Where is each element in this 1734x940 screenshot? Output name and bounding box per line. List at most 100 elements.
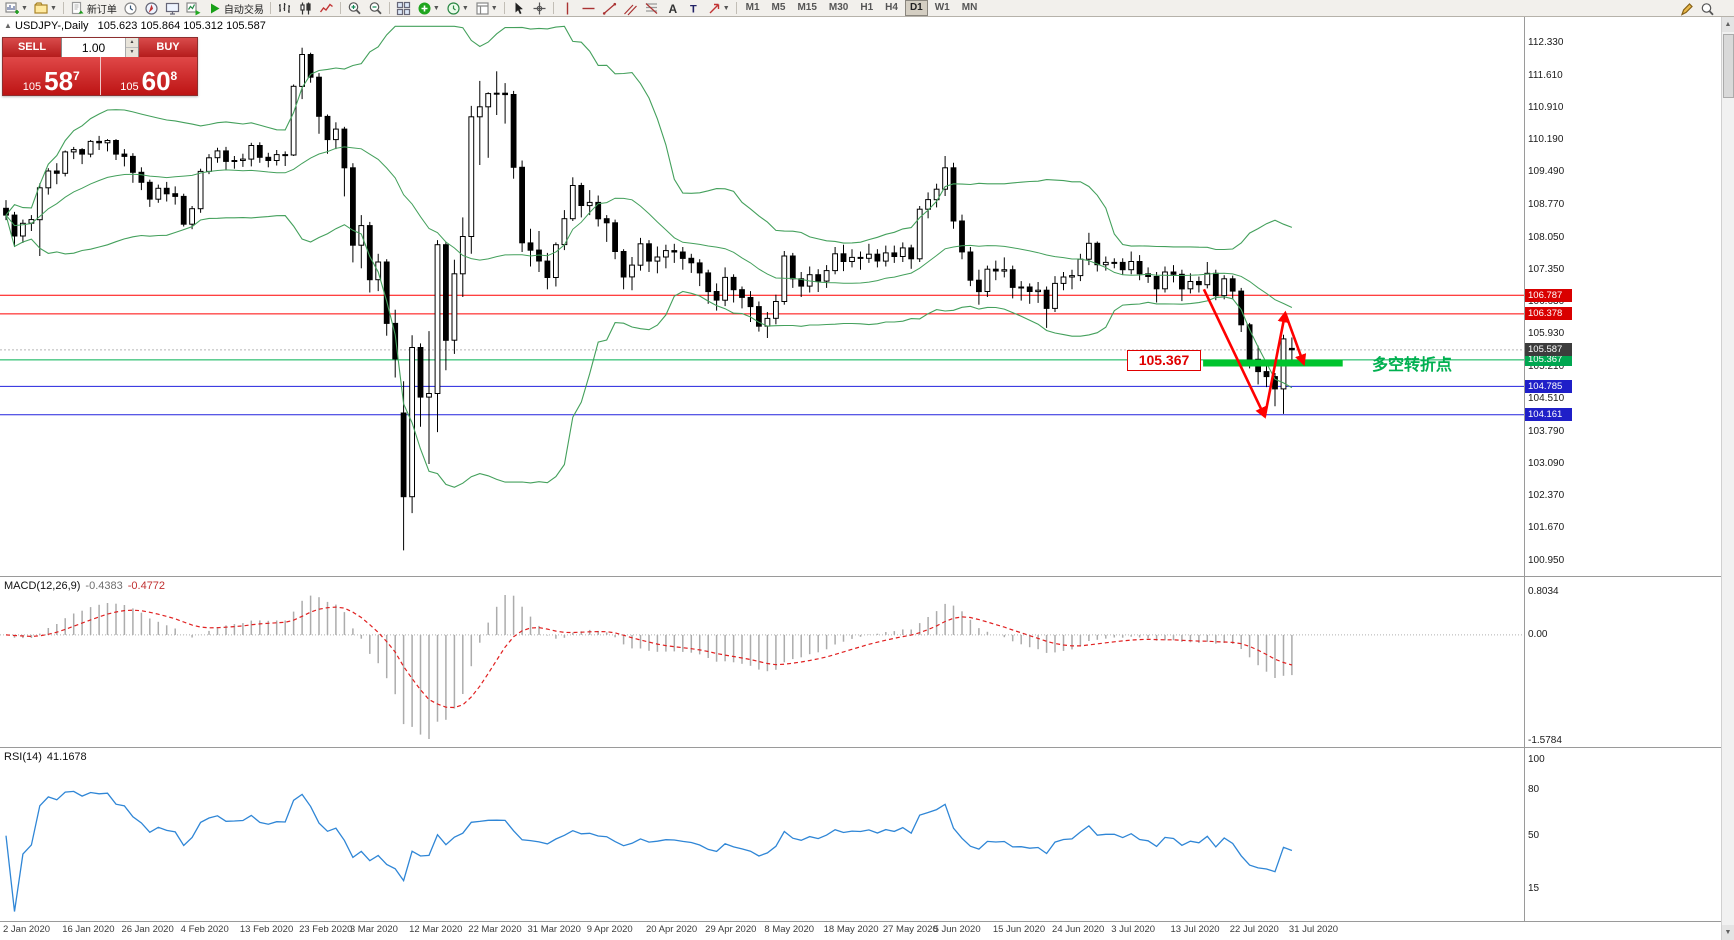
toolbar-profiles-button[interactable]: ▼ bbox=[31, 0, 60, 17]
zoom-in-icon bbox=[347, 1, 362, 16]
toolbar-fibonacci-button[interactable] bbox=[641, 0, 662, 17]
toolbar-market-watch-button[interactable] bbox=[120, 0, 141, 17]
price-tag-105.367: 105.367 bbox=[1525, 353, 1572, 367]
date-label: 22 Jul 2020 bbox=[1229, 924, 1279, 935]
timeframe-mn-button[interactable]: MN bbox=[961, 2, 978, 13]
timeframe-m15-button[interactable]: M15 bbox=[797, 2, 817, 13]
sell-price-button[interactable]: 105 587 bbox=[3, 57, 101, 96]
text-label-icon: T bbox=[686, 1, 701, 16]
date-label: 9 Apr 2020 bbox=[586, 924, 633, 935]
scroll-down-button[interactable]: ▼ bbox=[1722, 925, 1734, 940]
svg-text:T: T bbox=[690, 3, 697, 15]
chart-symbol-period: USDJPY-,Daily bbox=[15, 20, 89, 32]
turning-point-annotation-text[interactable]: 多空转折点 bbox=[1372, 356, 1453, 374]
vertical-scrollbar[interactable]: ▲ ▼ bbox=[1721, 17, 1734, 940]
price-scale-label: 107.350 bbox=[1528, 263, 1565, 275]
toolbar-navigator-button[interactable] bbox=[141, 0, 162, 17]
sell-button[interactable]: SELL bbox=[3, 38, 61, 57]
indicators-icon bbox=[417, 1, 432, 16]
toolbar-candle-chart-button[interactable] bbox=[295, 0, 316, 17]
toolbar-trendline-button[interactable] bbox=[599, 0, 620, 17]
scrollbar-thumb[interactable] bbox=[1723, 34, 1734, 98]
toolbar-magnifier-button[interactable] bbox=[1697, 1, 1718, 18]
toolbar-indicators-button[interactable]: ▼ bbox=[414, 0, 443, 17]
date-label: 8 May 2020 bbox=[764, 924, 815, 935]
chevron-down-icon: ▼ bbox=[490, 4, 498, 12]
buy-price-button[interactable]: 105 608 bbox=[100, 57, 197, 96]
timeframe-d1-button[interactable]: D1 bbox=[904, 0, 928, 16]
vertical-line-icon bbox=[560, 1, 575, 16]
macd-header: MACD(12,26,9) -0.4383 -0.4772 bbox=[4, 580, 165, 592]
date-label: 2 Jan 2020 bbox=[3, 924, 51, 935]
chevron-down-icon: ▼ bbox=[461, 4, 469, 12]
date-label: 27 May 2020 bbox=[882, 924, 938, 935]
channel-icon bbox=[623, 1, 638, 16]
lot-size-input[interactable] bbox=[62, 38, 125, 57]
timeframe-h4-button[interactable]: H4 bbox=[885, 2, 898, 13]
toolbar-terminal-button[interactable] bbox=[162, 0, 183, 17]
price-scale-label: 103.090 bbox=[1528, 457, 1565, 469]
toolbar-tester-button[interactable] bbox=[183, 0, 204, 17]
toolbar-zoom-in-button[interactable] bbox=[344, 0, 365, 17]
toolbar-zoom-out-button[interactable] bbox=[365, 0, 386, 17]
toolbar-new-order-button[interactable]: 新订单 bbox=[67, 0, 120, 17]
price-tag-106.787: 106.787 bbox=[1525, 288, 1572, 302]
bid-price-prefix: 105 bbox=[22, 81, 42, 93]
toolbar-bar-chart-button[interactable] bbox=[274, 0, 295, 17]
timeframe-m5-button[interactable]: M5 bbox=[771, 2, 786, 13]
price-scale-label: 109.490 bbox=[1528, 166, 1565, 178]
toolbar-line-chart-button[interactable] bbox=[316, 0, 337, 17]
price-scale-label: 102.370 bbox=[1528, 490, 1565, 502]
market-watch-icon bbox=[123, 1, 138, 16]
date-label: 24 Jun 2020 bbox=[1052, 924, 1105, 935]
toolbar-vertical-line-button[interactable] bbox=[557, 0, 578, 17]
timeframe-m30-button[interactable]: M30 bbox=[828, 2, 849, 13]
ask-price-prefix: 105 bbox=[120, 81, 139, 93]
one-click-collapse-icon[interactable]: ▲ bbox=[4, 21, 12, 30]
timeframe-h1-button[interactable]: H1 bbox=[860, 2, 874, 13]
price-scale-label: 106.630 bbox=[1528, 296, 1565, 308]
toolbar-arrows-button[interactable]: ▼ bbox=[704, 0, 733, 17]
bid-price-big: 58 bbox=[44, 66, 74, 96]
svg-text:A: A bbox=[668, 2, 677, 16]
date-label: 4 Feb 2020 bbox=[180, 924, 229, 935]
bid-price-pip: 7 bbox=[73, 69, 80, 83]
toolbar-text-button[interactable]: A bbox=[662, 0, 683, 17]
price-scale-label: 101.670 bbox=[1528, 522, 1565, 534]
date-label: 16 Jan 2020 bbox=[62, 924, 115, 935]
price-axis-border[interactable] bbox=[1524, 17, 1525, 921]
new-order-label: 新订单 bbox=[86, 4, 117, 16]
macd-scale-max: 0.8034 bbox=[1528, 586, 1559, 597]
rsi-panel-separator[interactable] bbox=[0, 747, 1734, 748]
toolbar-periods-button[interactable]: ▼ bbox=[443, 0, 472, 17]
toolbar-crosshair-button[interactable] bbox=[529, 0, 550, 17]
arrows-icon bbox=[707, 1, 722, 16]
lot-increase-button[interactable]: ▲ bbox=[126, 38, 138, 48]
toolbar-horizontal-line-button[interactable] bbox=[578, 0, 599, 17]
timeframe-w1-button[interactable]: W1 bbox=[934, 2, 950, 13]
toolbar-text-label-button[interactable]: T bbox=[683, 0, 704, 17]
toolbar-templates-button[interactable]: ▼ bbox=[472, 0, 501, 17]
bar-chart-icon bbox=[277, 1, 292, 16]
toolbar-channel-button[interactable] bbox=[620, 0, 641, 17]
text-icon: A bbox=[665, 1, 680, 16]
toolbar-tile-windows-button[interactable] bbox=[393, 0, 414, 17]
rsi-header: RSI(14) 41.1678 bbox=[4, 751, 87, 763]
toolbar-cursor-button[interactable] bbox=[508, 0, 529, 17]
timeframe-m1-button[interactable]: M1 bbox=[745, 2, 760, 13]
terminal-icon bbox=[165, 1, 180, 16]
price-tag-105.587: 105.587 bbox=[1525, 343, 1572, 357]
price-scale-label: 110.190 bbox=[1528, 134, 1564, 146]
scroll-up-button[interactable]: ▲ bbox=[1722, 17, 1734, 32]
toolbar-pencil-button[interactable] bbox=[1676, 1, 1697, 18]
toolbar-autotrading-button[interactable]: 自动交易 bbox=[204, 0, 267, 17]
macd-panel-separator[interactable] bbox=[0, 576, 1734, 577]
chevron-down-icon: ▼ bbox=[21, 4, 28, 12]
toolbar-new-chart-button[interactable]: ▼ bbox=[2, 0, 31, 17]
toolbar-separator bbox=[62, 2, 64, 14]
date-label: 31 Mar 2020 bbox=[527, 924, 581, 935]
price-annotation-label[interactable]: 105.367 bbox=[1127, 349, 1201, 371]
buy-button[interactable]: BUY bbox=[139, 38, 197, 57]
candle-chart-icon bbox=[298, 1, 313, 16]
